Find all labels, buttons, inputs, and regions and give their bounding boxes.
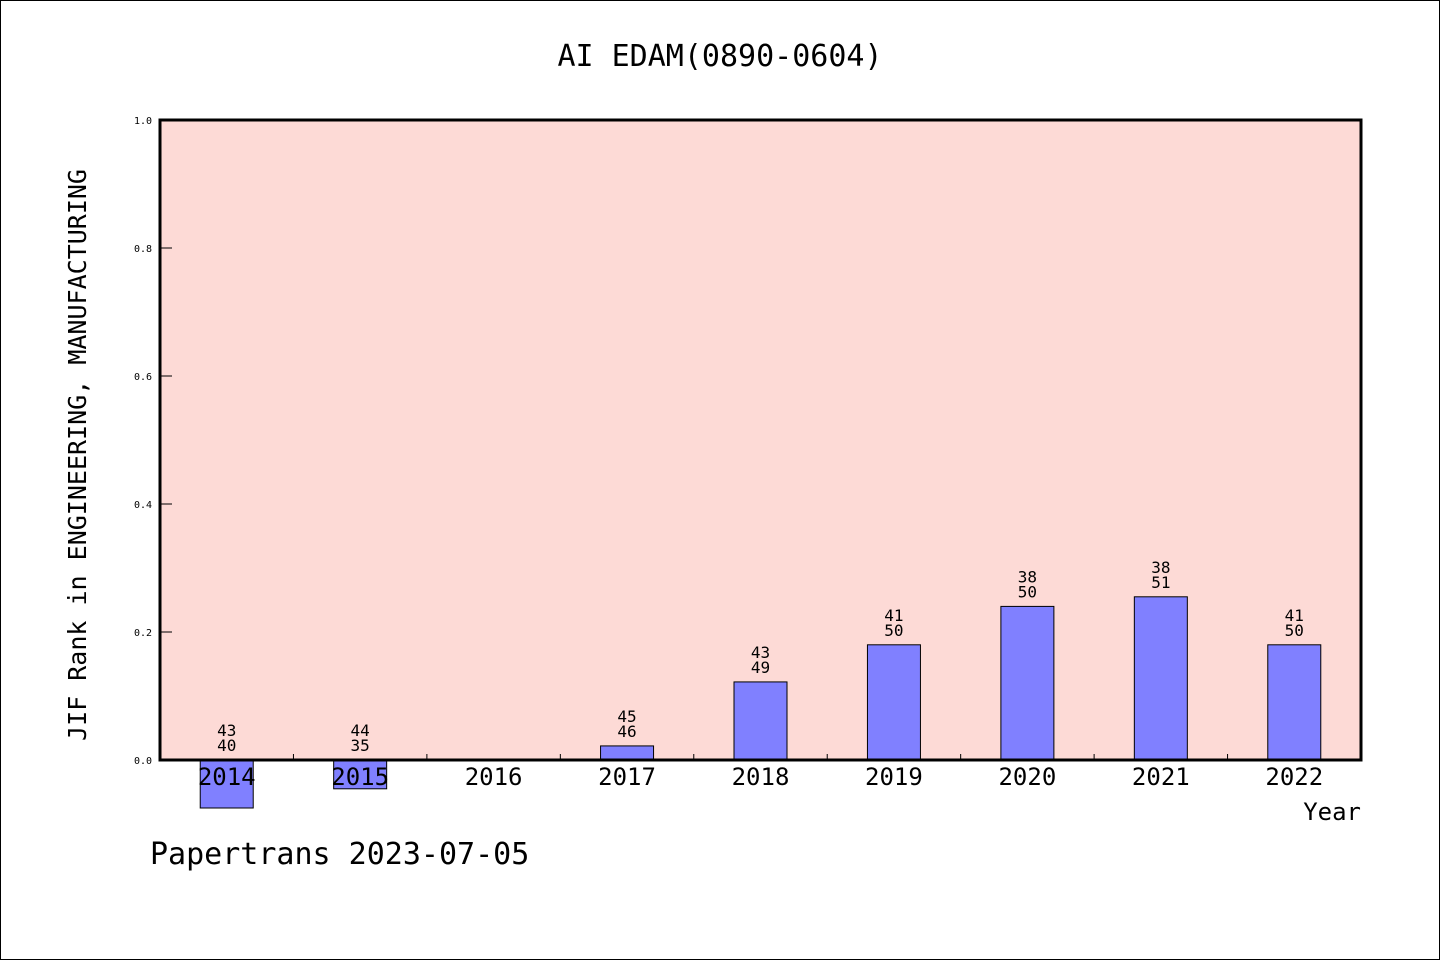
footer-credit: Papertrans 2023-07-05 <box>150 837 529 872</box>
data-label-bottom-2020: 50 <box>1018 582 1037 601</box>
x-tick-label-2019: 2019 <box>865 763 923 791</box>
x-tick-label-2021: 2021 <box>1132 763 1190 791</box>
x-tick-label-2020: 2020 <box>998 763 1056 791</box>
y-tick-label: 0.6 <box>134 372 152 383</box>
x-tick-label-2017: 2017 <box>598 763 656 791</box>
data-label-bottom-2018: 49 <box>751 658 770 677</box>
bar-2017 <box>600 745 655 761</box>
x-tick-label-2022: 2022 <box>1265 763 1323 791</box>
x-tick-label-2016: 2016 <box>465 763 523 791</box>
y-ticks-group: 0.0 0.2 0.4 0.6 0.8 1.0 <box>134 116 172 767</box>
y-tick-label: 0.8 <box>134 244 152 255</box>
bar-2022 <box>1267 644 1322 761</box>
data-label-top-2020: 38 <box>1018 567 1037 586</box>
data-label-bottom-2015: 35 <box>351 736 370 755</box>
data-label-top-2014: 43 <box>217 721 236 740</box>
y-tick-label: 0.0 <box>134 756 152 767</box>
x-tick-label-2018: 2018 <box>732 763 790 791</box>
x-tick-label-2015: 2015 <box>331 763 389 791</box>
data-label-bottom-2017: 46 <box>617 722 636 741</box>
y-tick-label: 0.2 <box>134 628 152 639</box>
y-axis-label: JIF Rank in ENGINEERING, MANUFACTURING <box>63 169 92 741</box>
data-label-bottom-2019: 50 <box>884 621 903 640</box>
data-label-bottom-2022: 50 <box>1285 621 1304 640</box>
bars-group <box>199 596 1322 809</box>
bar-2015 <box>333 759 388 790</box>
data-label-bottom-2021: 51 <box>1151 573 1170 592</box>
bar-2020 <box>1000 605 1055 761</box>
data-label-top-2018: 43 <box>751 643 770 662</box>
x-ticks-group: 2014 2015 2016 2017 2018 2019 2020 2021 2022 <box>198 754 1323 791</box>
data-label-bottom-2014: 40 <box>217 736 236 755</box>
plot-frame <box>158 118 1363 762</box>
data-label-top-2019: 41 <box>884 606 903 625</box>
chart-title: AI EDAM(0890-0604) <box>557 39 882 74</box>
y-tick-label: 1.0 <box>134 116 152 127</box>
bar-2019 <box>866 644 921 761</box>
data-label-top-2017: 45 <box>617 707 636 726</box>
data-label-top-2015: 44 <box>351 721 370 740</box>
data-label-top-2021: 38 <box>1151 558 1170 577</box>
x-axis-label: Year <box>1303 798 1361 826</box>
bar-2021 <box>1133 596 1188 761</box>
x-tick-label-2014: 2014 <box>198 763 256 791</box>
data-label-top-2022: 41 <box>1285 606 1304 625</box>
bar-2018 <box>733 681 788 761</box>
y-tick-label: 0.4 <box>134 500 152 511</box>
